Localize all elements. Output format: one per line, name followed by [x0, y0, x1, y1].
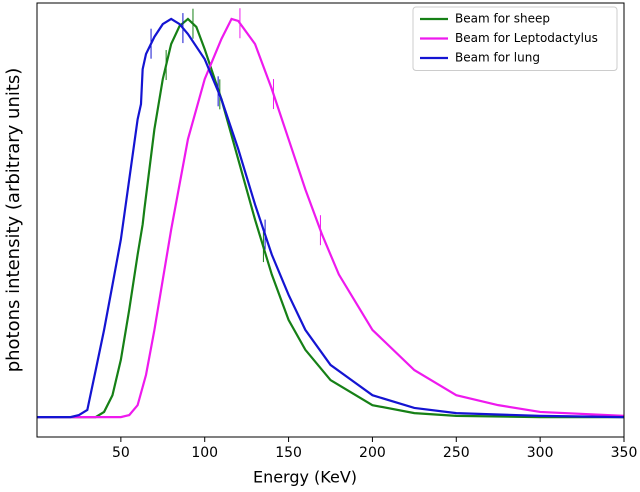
data-line	[37, 17, 624, 419]
x-tick-label: 150	[275, 445, 302, 461]
x-axis-label: Energy (KeV)	[253, 468, 357, 487]
plot-frame	[36, 2, 625, 438]
legend-label: Beam for Leptodactylus	[455, 31, 598, 45]
x-tick-label: 200	[359, 445, 386, 461]
x-tick-label: 100	[191, 445, 218, 461]
data-line	[37, 17, 625, 419]
legend-box	[412, 6, 618, 71]
x-tick-label: 350	[611, 445, 638, 461]
x-tick-label: 50	[112, 445, 130, 461]
legend-label: Beam for sheep	[455, 12, 550, 26]
x-tick-label: 250	[443, 445, 470, 461]
data-line	[37, 17, 625, 419]
x-tick-label: 300	[527, 445, 554, 461]
y-axis-label: photons intensity (arbitrary units)	[3, 68, 24, 373]
legend-label: Beam for lung	[455, 51, 540, 65]
